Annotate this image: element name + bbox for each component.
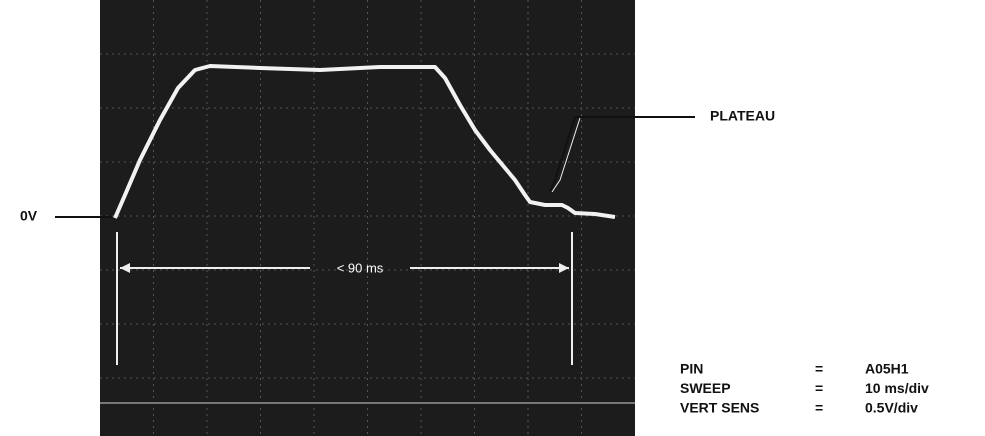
settings-table: PIN = A05H1 SWEEP = 10 ms/div VERT SENS = 0.5V/d…: [680, 361, 929, 416]
settings-cell: =: [815, 361, 823, 377]
settings-cell: VERT SENS: [680, 400, 759, 416]
duration-label: < 90 ms: [337, 260, 384, 275]
settings-cell: =: [815, 400, 823, 416]
scope-screen: [100, 0, 635, 436]
settings-cell: A05H1: [865, 361, 909, 377]
plateau-pointer: [549, 116, 695, 193]
settings-cell: PIN: [680, 361, 703, 377]
graticule: [100, 0, 635, 436]
settings-cell: SWEEP: [680, 380, 731, 396]
settings-cell: 0.5V/div: [865, 400, 918, 416]
plateau-pointer-edge: [551, 117, 581, 193]
arrowhead: [559, 263, 569, 273]
zero-label: 0V: [20, 208, 38, 224]
plateau-label: PLATEAU: [710, 108, 775, 124]
arrowhead: [120, 263, 130, 273]
settings-cell: =: [815, 380, 823, 396]
settings-cell: 10 ms/div: [865, 380, 929, 396]
trace: [113, 64, 616, 219]
